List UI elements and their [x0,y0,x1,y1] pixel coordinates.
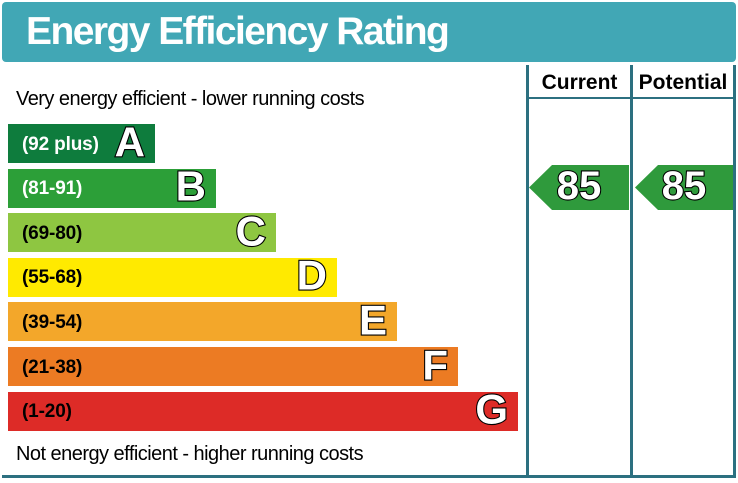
potential-rating-value: 85 [661,164,708,209]
band-e-range: (39-54) [22,311,83,333]
band-d-range: (55-68) [22,267,83,289]
band-c-letter: C [235,207,268,255]
divider-current-left [526,65,529,478]
band-e: (39-54) E [8,296,397,344]
band-b-letter: B [175,162,208,210]
current-rating-value: 85 [556,164,603,209]
band-a-range: (92 plus) [22,133,99,155]
column-header-potential: Potential [638,71,728,94]
note-very-efficient: Very energy efficient - lower running co… [16,88,365,110]
band-e-letter: E [358,296,388,344]
band-f-range: (21-38) [22,356,83,378]
current-rating-arrow: 85 [529,164,629,210]
band-f: (21-38) F [8,341,458,389]
potential-rating-arrow: 85 [635,164,733,210]
column-header-current: Current [541,71,618,94]
chart-title: Energy Efficiency Rating [26,10,450,53]
bottom-border [2,475,736,478]
current-arrow-shape [529,164,629,210]
band-c: (69-80) C [8,207,276,255]
band-a: (92 plus) A [8,118,155,166]
divider-current-potential [630,65,633,478]
note-not-efficient: Not energy efficient - higher running co… [16,443,364,465]
header-underline [526,97,736,99]
divider-right-border [733,65,736,478]
chart-title-bar: Energy Efficiency Rating [2,2,736,62]
band-b: (81-91) B [8,162,216,210]
band-f-letter: F [421,341,449,389]
band-d-letter: D [296,252,329,300]
potential-arrow-shape [635,164,733,210]
band-a-letter: A [114,118,147,166]
band-g: (1-20) G [8,385,518,433]
band-g-letter: G [474,385,509,433]
band-d: (55-68) D [8,252,337,300]
band-g-range: (1-20) [22,401,72,423]
band-c-range: (69-80) [22,222,83,244]
band-b-range: (81-91) [22,178,83,200]
